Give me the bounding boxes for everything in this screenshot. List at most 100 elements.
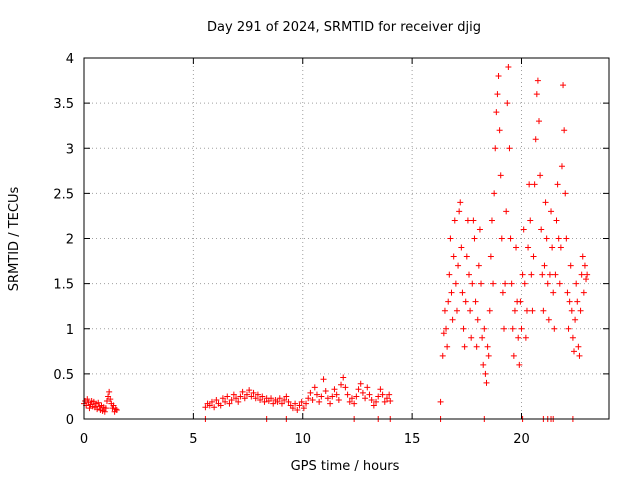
data-point	[549, 244, 556, 251]
x-tick-label: 0	[80, 432, 88, 447]
data-point	[545, 316, 552, 323]
data-point	[243, 391, 250, 398]
data-point	[576, 352, 583, 359]
data-point	[235, 398, 242, 405]
data-point	[555, 235, 562, 242]
data-point	[307, 389, 314, 396]
data-point	[353, 393, 360, 400]
data-point	[222, 398, 229, 405]
data-point	[278, 400, 285, 407]
data-point	[213, 397, 220, 404]
data-point	[342, 384, 349, 391]
data-point	[478, 280, 485, 287]
data-point	[526, 181, 533, 188]
data-point	[368, 397, 375, 404]
data-point	[373, 398, 380, 405]
data-point	[491, 190, 498, 197]
data-point	[84, 396, 91, 403]
data-point	[460, 325, 467, 332]
data-point	[86, 405, 93, 412]
data-point	[504, 100, 511, 107]
data-point	[327, 400, 334, 407]
data-point	[450, 253, 457, 260]
data-point	[219, 395, 226, 402]
data-point	[305, 395, 312, 402]
data-point	[228, 397, 235, 404]
data-point	[296, 402, 303, 409]
data-point	[453, 307, 460, 314]
data-point	[501, 325, 507, 332]
data-point	[346, 398, 353, 405]
y-tick-label: 4	[66, 52, 74, 67]
data-point	[523, 307, 530, 314]
data-point	[351, 400, 358, 407]
data-point	[375, 393, 382, 400]
axis-ticks: 0 0.5 1 1.5 2 2.5 3 3.5 4 0 5 10 15 20	[53, 52, 609, 447]
data-point	[316, 398, 323, 405]
data-point	[285, 398, 292, 405]
data-point	[333, 391, 340, 398]
data-point	[239, 388, 246, 395]
data-point	[440, 330, 447, 337]
data-point	[543, 235, 550, 242]
data-point	[441, 307, 448, 314]
data-point	[437, 398, 444, 405]
data-point	[95, 399, 102, 406]
data-point	[558, 163, 565, 170]
y-axis-label: SRMTID / TECUs	[7, 187, 22, 292]
data-point	[577, 307, 584, 314]
data-point	[443, 325, 450, 332]
data-point	[499, 289, 506, 296]
data-point	[482, 370, 489, 377]
data-point	[502, 280, 509, 287]
data-point	[274, 398, 281, 405]
data-point	[513, 244, 520, 251]
data-point	[246, 387, 253, 394]
data-point	[498, 235, 505, 242]
data-point	[534, 77, 541, 84]
data-point	[532, 136, 539, 143]
data-point	[538, 226, 545, 233]
data-point	[102, 405, 109, 412]
data-point	[355, 386, 362, 393]
data-point	[572, 316, 579, 323]
data-point	[511, 307, 518, 314]
data-point	[522, 334, 529, 341]
data-point	[581, 262, 588, 269]
data-point	[469, 280, 476, 287]
data-point	[379, 391, 386, 398]
data-point	[494, 91, 501, 98]
data-point	[281, 397, 288, 404]
data-point	[563, 235, 570, 242]
data-point	[528, 271, 535, 278]
data-point	[571, 348, 577, 355]
data-point	[322, 388, 329, 395]
chart-title: Day 291 of 2024, SRMTID for receiver dji…	[207, 20, 481, 35]
data-point	[449, 316, 456, 323]
data-point	[261, 398, 268, 405]
data-point	[573, 280, 580, 287]
data-point	[533, 91, 540, 98]
data-point	[466, 271, 472, 278]
x-tick-label: 10	[294, 432, 311, 447]
data-point	[544, 280, 551, 287]
data-point	[359, 389, 366, 396]
data-point	[560, 82, 567, 89]
data-point	[457, 199, 464, 206]
data-point	[455, 262, 462, 269]
data-point	[250, 389, 257, 396]
data-point	[537, 172, 544, 179]
data-point	[366, 391, 373, 398]
y-tick-label: 0.5	[53, 368, 74, 383]
y-tick-label: 1.5	[53, 278, 74, 293]
data-point	[557, 244, 564, 251]
data-point	[448, 289, 455, 296]
data-point	[444, 343, 451, 350]
data-point	[467, 307, 474, 314]
y-tick-label: 0	[66, 413, 74, 428]
data-point	[480, 361, 487, 368]
data-point	[462, 298, 469, 305]
grid-lines	[84, 58, 609, 419]
data-point	[283, 393, 290, 400]
data-point	[580, 289, 587, 296]
